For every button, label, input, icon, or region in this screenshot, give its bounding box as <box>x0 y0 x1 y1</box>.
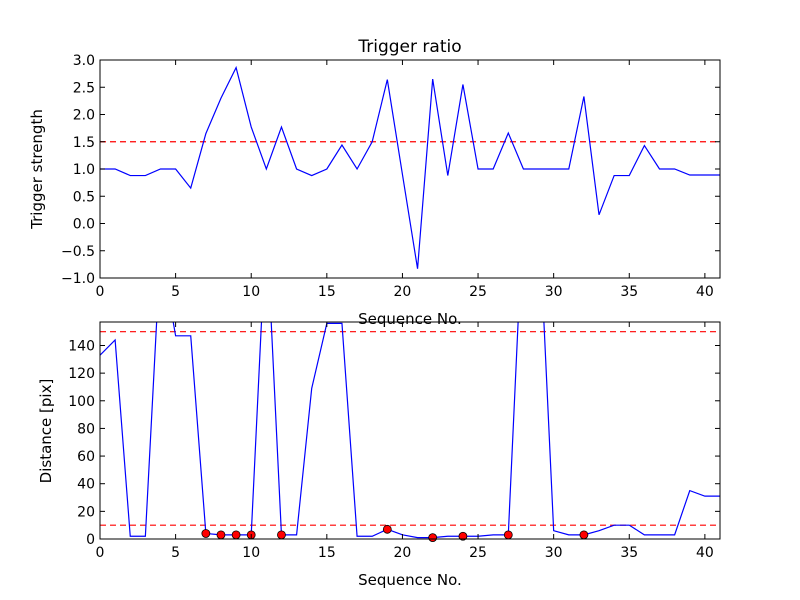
x-tick-label: 30 <box>545 284 563 300</box>
y-tick-label: 120 <box>68 366 95 382</box>
y-tick-label: 1.0 <box>73 162 95 178</box>
data-point-marker <box>428 533 438 543</box>
x-tick-label: 15 <box>318 284 336 300</box>
chart-title: Trigger ratio <box>357 37 461 57</box>
x-tick-label: 35 <box>620 284 638 300</box>
x-tick-label: 35 <box>620 545 638 561</box>
x-tick-label: 5 <box>171 284 180 300</box>
x-tick-label: 0 <box>96 545 105 561</box>
data-point-marker <box>216 530 226 540</box>
data-point-marker <box>458 531 468 541</box>
x-axis-label: Sequence No. <box>358 310 462 328</box>
x-tick-label: 10 <box>242 284 260 300</box>
y-tick-label: 60 <box>77 449 95 465</box>
data-point-marker <box>277 530 286 540</box>
y-tick-label: 2.0 <box>73 108 95 124</box>
x-tick-label: 25 <box>469 545 487 561</box>
y-tick-label: 0.0 <box>73 217 95 233</box>
series-line <box>100 322 720 539</box>
x-tick-label: 40 <box>696 545 714 561</box>
x-tick-label: 30 <box>545 545 563 561</box>
x-axis-label: Sequence No. <box>358 571 462 589</box>
y-axis-label: Trigger strength <box>28 109 46 230</box>
x-tick-label: 25 <box>469 284 487 300</box>
y-tick-label: 3.0 <box>73 53 95 69</box>
y-tick-label: 1.5 <box>73 135 95 151</box>
x-tick-label: 10 <box>242 545 260 561</box>
x-tick-label: 0 <box>96 284 105 300</box>
data-point-marker <box>231 530 241 540</box>
y-tick-label: −1.0 <box>61 271 95 287</box>
y-tick-label: 0 <box>86 532 95 548</box>
x-tick-label: 20 <box>394 284 412 300</box>
y-tick-label: 0.5 <box>73 189 95 205</box>
y-tick-label: −0.5 <box>61 244 95 260</box>
data-point-marker <box>579 530 589 540</box>
data-point-marker <box>503 530 513 540</box>
x-tick-label: 15 <box>318 545 336 561</box>
x-tick-label: 40 <box>696 284 714 300</box>
y-tick-label: 80 <box>77 421 95 437</box>
distance-chart: Sequence No. Distance [pix] 0 5 10 15 20 25 30… <box>37 321 721 589</box>
y-tick-label: 40 <box>77 477 95 493</box>
data-point-marker <box>382 524 392 534</box>
x-tick-label: 20 <box>394 545 412 561</box>
plot-frame <box>99 321 721 540</box>
y-tick-label: 20 <box>77 504 95 520</box>
y-tick-label: 140 <box>68 338 95 354</box>
y-tick-label: 100 <box>68 394 95 410</box>
y-axis-label: Distance [pix] <box>37 379 55 484</box>
trigger-ratio-chart: Trigger ratio Sequence No. Trigger stren… <box>28 37 721 328</box>
x-tick-label: 5 <box>171 545 180 561</box>
series-line <box>100 65 720 269</box>
y-tick-label: 2.5 <box>73 80 95 96</box>
data-point-marker <box>201 529 211 538</box>
